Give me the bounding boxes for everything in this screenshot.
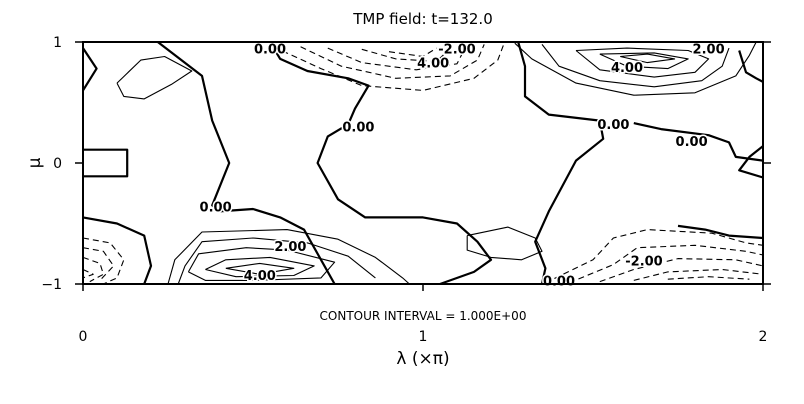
contour-label-5: 0.00 bbox=[342, 120, 374, 135]
x-tick-label-center: 1 bbox=[419, 329, 428, 345]
x-tick-label-left: 0 bbox=[79, 329, 88, 345]
contour-label-11: 0.00 bbox=[543, 275, 575, 290]
contour-label-7: 0.00 bbox=[676, 135, 708, 150]
contour-line-negative-32 bbox=[569, 245, 763, 282]
contour-label-6: 0.00 bbox=[597, 118, 629, 133]
contour-line-zero-2 bbox=[518, 42, 603, 284]
contour-label-10: 4.00 bbox=[244, 269, 276, 284]
contour-line-zero-7 bbox=[83, 150, 127, 177]
contour-label-4: 4.00 bbox=[611, 61, 643, 76]
contour-layer bbox=[83, 42, 763, 284]
x-tick-label-right: 2 bbox=[759, 329, 768, 345]
contour-label-8: 0.00 bbox=[200, 200, 232, 215]
x-axis-label: λ (×π) bbox=[396, 349, 449, 369]
contour-label-1: -2.00 bbox=[438, 43, 475, 58]
y-axis-label: μ bbox=[25, 157, 45, 168]
contour-label-12: -2.00 bbox=[625, 255, 662, 270]
y-tick-label-middle: 0 bbox=[53, 156, 62, 172]
contour-line-zero-6 bbox=[83, 48, 97, 90]
contour-label-layer: 0.00 -2.004.002.004.000.00 0.000.000.002.0… bbox=[200, 43, 725, 290]
y-tick-label-bottom: −1 bbox=[41, 277, 62, 293]
plot-area: 0.00 -2.004.002.004.000.00 0.000.000.002.0… bbox=[75, 42, 771, 291]
plot-frame bbox=[83, 42, 763, 284]
chart-title: TMP field: t=132.0 bbox=[352, 10, 493, 28]
y-tick-label-top: 1 bbox=[53, 35, 62, 51]
contour-label-0: 0.00 bbox=[254, 43, 286, 58]
contour-line-zero-8 bbox=[739, 146, 763, 177]
contour-label-9: 2.00 bbox=[274, 240, 306, 255]
contour-label-3: 2.00 bbox=[693, 43, 725, 58]
contour-line-negative-30 bbox=[83, 270, 93, 278]
contour-interval-note: CONTOUR INTERVAL = 1.000E+00 bbox=[320, 309, 527, 323]
contour-line-negative-35 bbox=[668, 277, 750, 280]
contour-line-negative-26 bbox=[389, 48, 437, 56]
contour-line-positive-10 bbox=[117, 57, 192, 99]
contour-line-negative-28 bbox=[83, 248, 114, 281]
contour-line-negative-29 bbox=[83, 257, 103, 281]
contour-label-2: 4.00 bbox=[417, 56, 449, 71]
